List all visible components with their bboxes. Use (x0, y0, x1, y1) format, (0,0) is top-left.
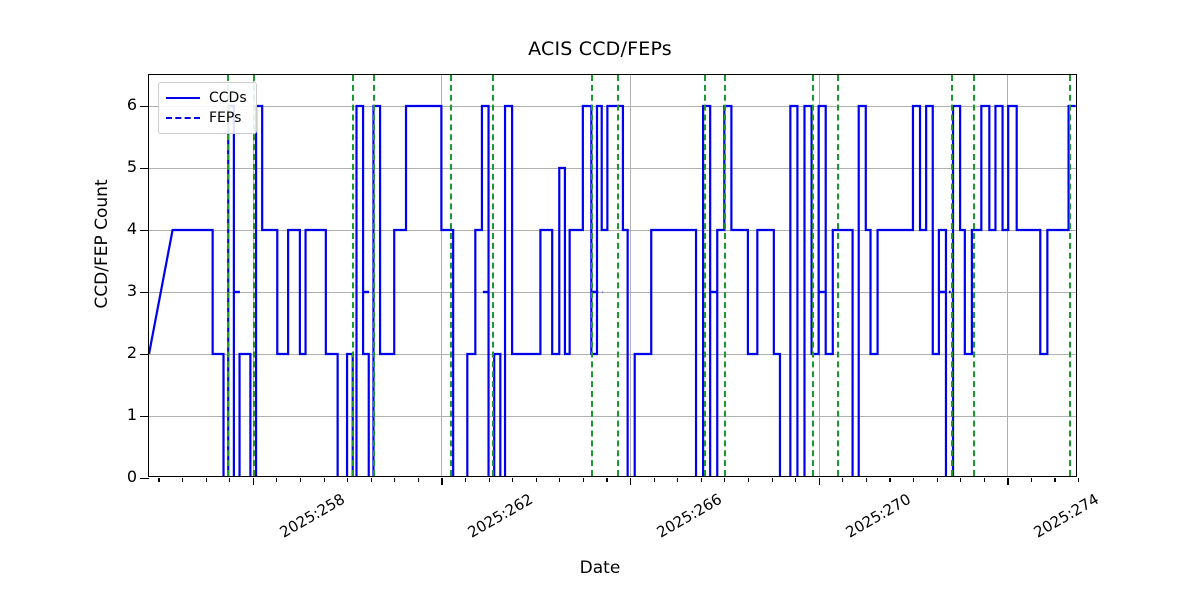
x-tick-minor (182, 478, 184, 482)
x-tick-minor (229, 478, 231, 482)
grid-line-horizontal (149, 168, 1076, 169)
x-tick-minor (465, 478, 467, 482)
y-tick-label: 3 (126, 281, 137, 300)
plot-area: 0 1 2 3 4 5 6 2025:258 2025:262 2025:266 2025:270 2… (127, 74, 1102, 542)
y-tick (140, 478, 149, 480)
legend-label-ccds: CCDs (209, 90, 247, 106)
legend-key-ccds-line (166, 97, 200, 99)
x-tick-minor (205, 478, 207, 482)
x-tick-label: 2025:274 (1030, 490, 1103, 542)
event-vline (837, 75, 840, 476)
x-tick-minor (700, 478, 702, 482)
event-vline (703, 75, 706, 476)
x-tick-minor (1054, 478, 1056, 482)
grid-line-horizontal (149, 230, 1076, 231)
x-tick-minor (889, 478, 891, 482)
event-vline (724, 75, 727, 476)
x-tick-minor (865, 478, 867, 482)
event-vline (617, 75, 620, 476)
grid-line-horizontal (149, 354, 1076, 355)
x-tick-major (441, 478, 443, 485)
x-tick-label: 2025:262 (465, 490, 537, 542)
x-tick-minor (1030, 478, 1032, 482)
event-vline (812, 75, 814, 476)
event-vline (591, 75, 594, 476)
x-tick-minor (747, 478, 750, 482)
event-vline (950, 75, 953, 476)
x-tick-minor (912, 478, 915, 482)
grid-line-vertical (441, 75, 443, 476)
x-tick-minor (535, 478, 537, 482)
y-tick (140, 230, 149, 232)
x-tick-minor (347, 478, 349, 482)
x-tick-minor (370, 478, 372, 482)
y-tick (140, 354, 149, 356)
event-vline (373, 75, 376, 476)
x-tick-minor (771, 478, 773, 482)
grid-line-vertical (630, 75, 631, 476)
grid-line-horizontal (149, 416, 1076, 417)
x-tick-minor (677, 478, 679, 482)
x-tick-minor (559, 478, 561, 482)
x-tick-label: 2025:270 (842, 490, 914, 542)
x-tick-minor (724, 478, 726, 482)
legend-label-feps: FEPs (209, 110, 242, 126)
x-tick-minor (276, 478, 278, 482)
legend-key-feps-line (166, 117, 200, 119)
x-tick-label: 2025:266 (653, 490, 725, 542)
y-tick-label: 6 (126, 95, 137, 114)
event-vline (973, 75, 976, 476)
event-vline (1068, 75, 1071, 476)
event-vline (492, 75, 495, 476)
grid-line-vertical (1007, 75, 1009, 476)
x-tick-label: 2025:258 (276, 490, 348, 542)
plot-clip (149, 75, 1076, 476)
y-tick-label: 2 (126, 343, 137, 362)
x-tick-major (252, 478, 254, 485)
y-tick-label: 4 (126, 219, 137, 238)
x-tick-minor (512, 478, 514, 482)
legend[interactable]: CCDs FEPs (158, 82, 257, 134)
x-tick-minor (653, 478, 655, 482)
x-tick-major (1007, 478, 1009, 485)
event-vline (351, 75, 354, 476)
legend-item-feps[interactable]: FEPs (166, 108, 247, 128)
x-tick-minor (983, 478, 985, 482)
event-vline (449, 75, 452, 476)
x-tick-major (630, 478, 632, 485)
x-tick-minor (417, 478, 419, 482)
chart-title: ACIS CCD/FEPs (528, 38, 672, 60)
x-tick-minor (936, 478, 938, 482)
x-tick-minor (795, 478, 797, 482)
x-tick-minor (299, 478, 302, 482)
x-tick-minor (323, 478, 325, 482)
event-vline (227, 75, 230, 476)
x-tick-minor (582, 478, 584, 482)
y-tick-label: 5 (126, 157, 137, 176)
series-line-ccds (149, 104, 1076, 476)
x-tick-minor (606, 478, 608, 482)
y-tick-label: 0 (126, 467, 137, 486)
x-tick-minor (960, 478, 962, 482)
x-axis-label: Date (579, 558, 621, 578)
x-tick-minor (394, 478, 396, 482)
y-tick (140, 292, 149, 294)
x-tick-major (818, 478, 820, 485)
grid-line-horizontal (149, 292, 1076, 293)
event-vline (252, 75, 255, 476)
y-tick (140, 168, 149, 170)
y-tick (140, 106, 149, 108)
x-tick-minor (842, 478, 844, 482)
y-tick-label: 1 (126, 405, 137, 424)
x-tick-minor (1078, 478, 1080, 482)
y-tick (140, 416, 149, 418)
series-layer (149, 104, 1076, 476)
x-tick-minor (158, 478, 160, 482)
x-tick-minor (488, 478, 490, 482)
legend-item-ccds[interactable]: CCDs (166, 88, 247, 108)
